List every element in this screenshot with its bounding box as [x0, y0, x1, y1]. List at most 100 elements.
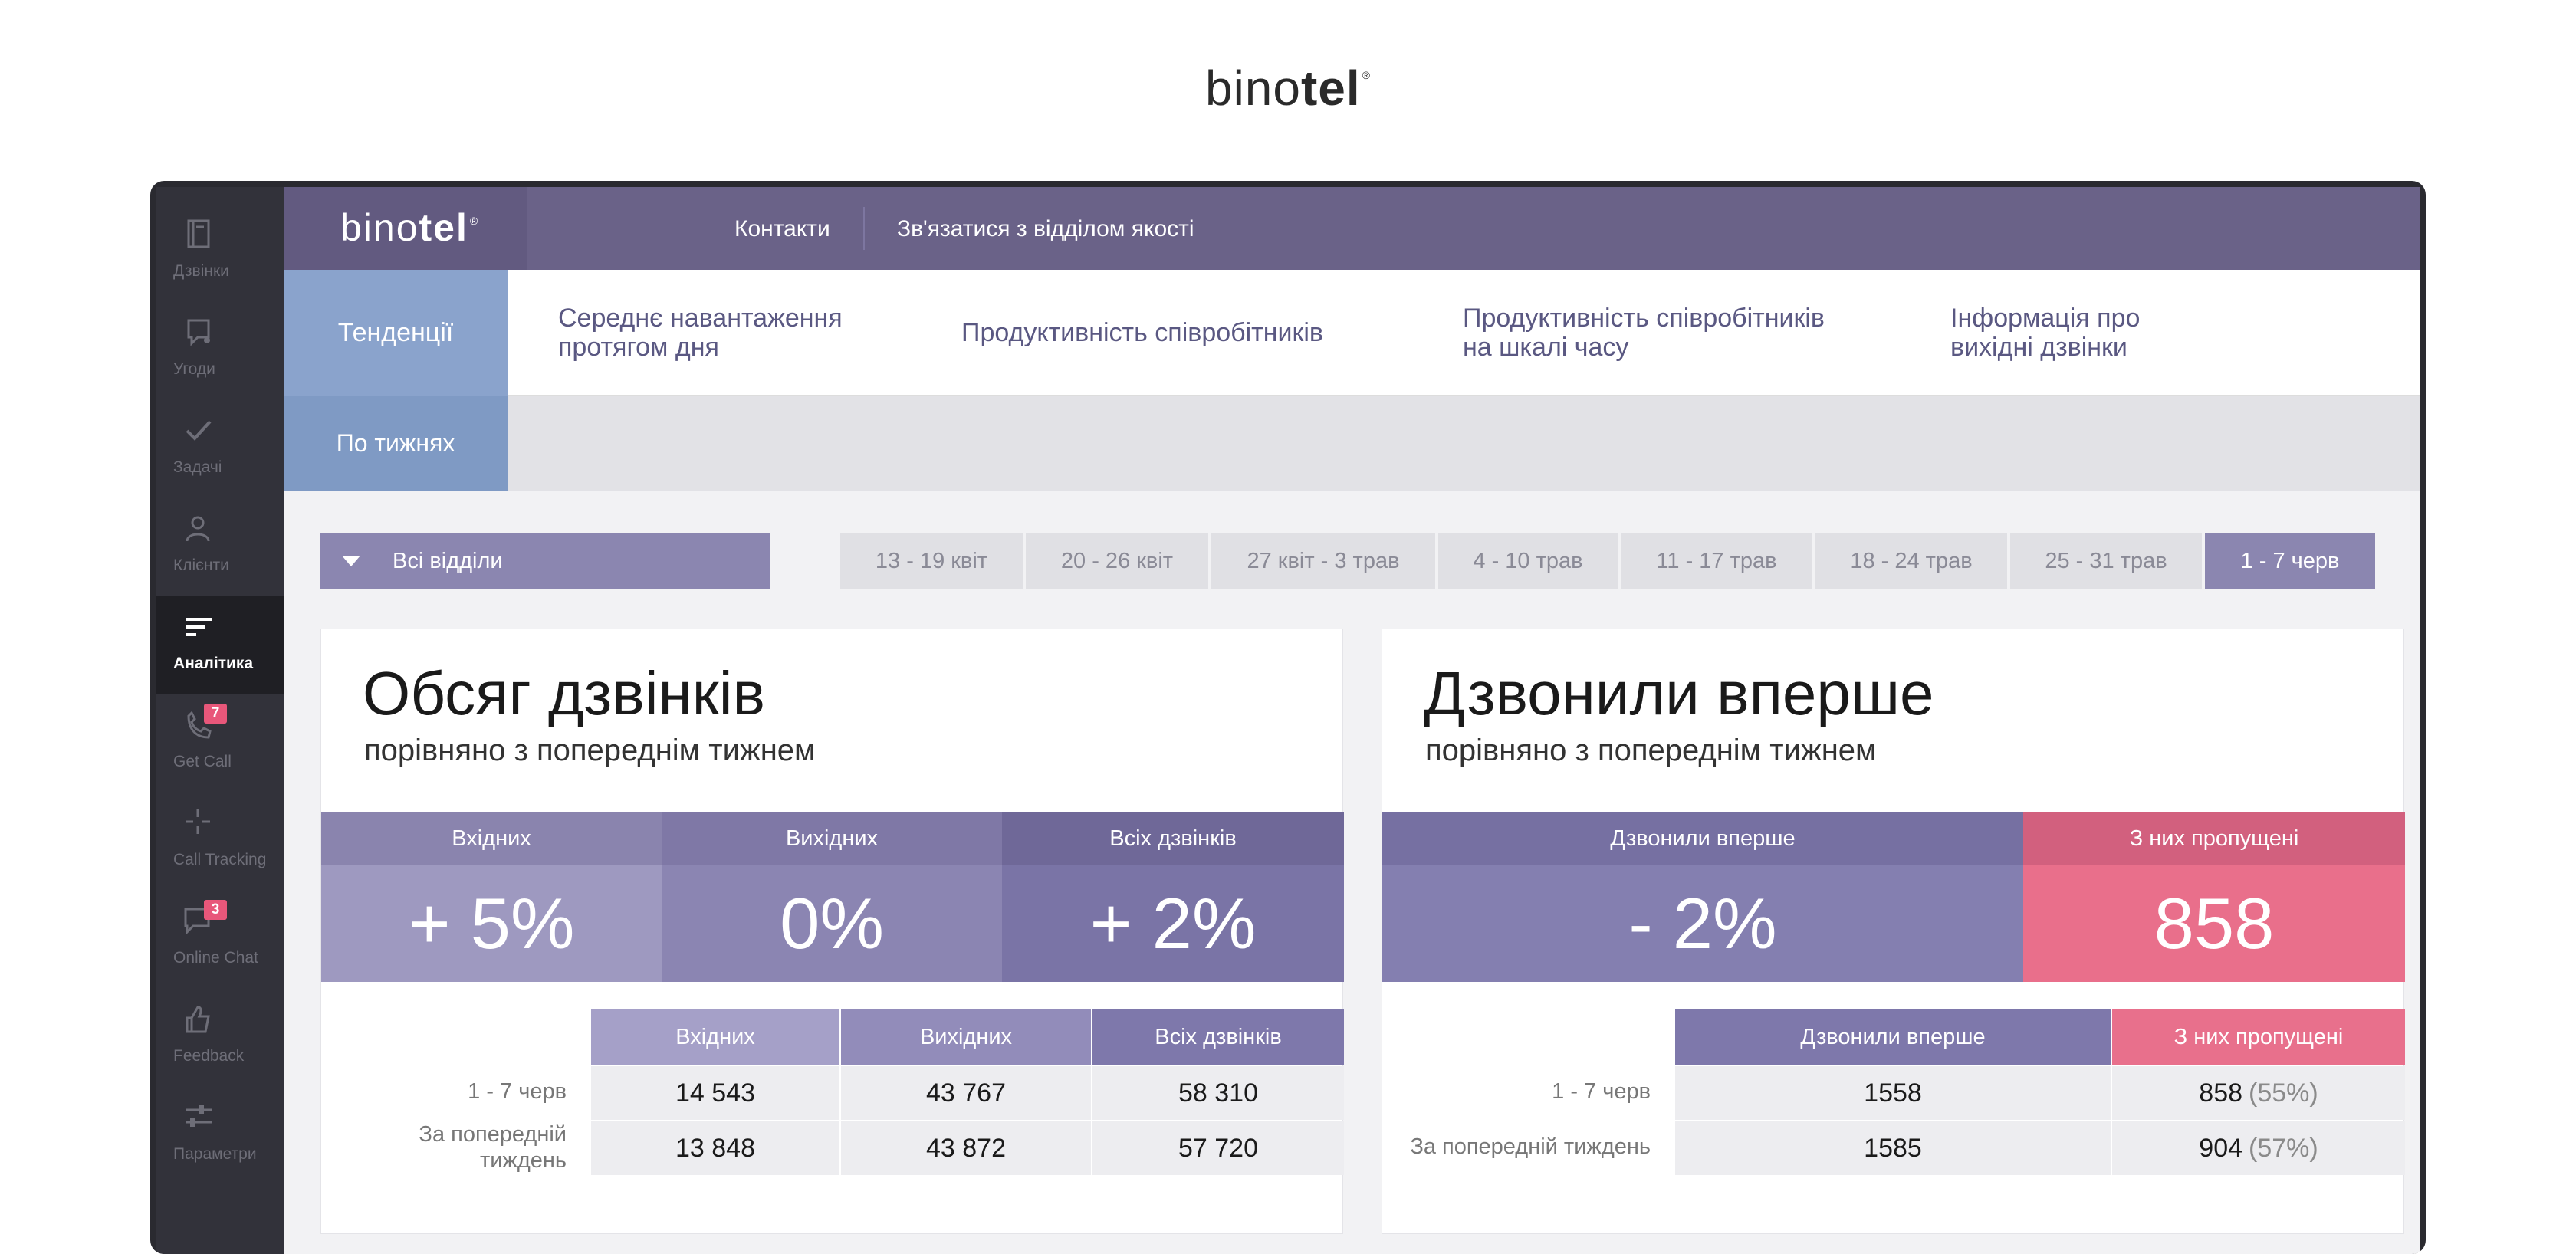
table-cell: 43 767	[841, 1066, 1091, 1120]
table-cell: 1585	[1675, 1121, 2111, 1175]
week-option[interactable]: 13 - 19 квіт	[840, 533, 1023, 589]
header-logo-regular: bino	[340, 206, 419, 249]
table-cell: 1558	[1675, 1066, 2111, 1120]
brand-logo: binotel ®	[0, 60, 2576, 117]
kpi-value: - 2%	[1382, 865, 2023, 982]
card-subtitle: порівняно з попереднім тижнем	[1425, 734, 1877, 767]
week-selector: 13 - 19 квіт 20 - 26 квіт 27 квіт - 3 тр…	[840, 533, 2375, 589]
tab-outgoing-info[interactable]: Інформація про вихідні дзвінки	[1950, 270, 2272, 396]
kpi-row: Вхідних + 5% Вихідних 0% Всіх дзвінків +…	[321, 812, 1344, 982]
sidebar-item-get-call[interactable]: 7 Get Call	[156, 694, 284, 793]
app-main: binotel ® Контакти Зв'язатися з відділом …	[284, 187, 2420, 1254]
analytics-tabs: Тенденції Середнє навантаження протягом д…	[284, 270, 2420, 396]
row-label: 1 - 7 черв	[468, 1079, 567, 1104]
table-header: Дзвонили вперше	[1675, 1009, 2111, 1065]
row-label: За попередній тиждень	[1410, 1134, 1651, 1159]
sidebar-item-online-chat[interactable]: 3 Online Chat	[156, 891, 284, 989]
crosshair-icon	[182, 806, 216, 840]
sidebar-item-label: Клієнти	[173, 556, 229, 574]
table-cell-value: 904	[2199, 1133, 2243, 1163]
subtab-by-weeks[interactable]: По тижнях	[284, 396, 508, 491]
user-icon	[182, 512, 216, 546]
header-logo-bold: tel	[419, 206, 468, 249]
tab-label-line1: Інформація про	[1950, 304, 2141, 333]
table-cell: 13 848	[591, 1121, 840, 1175]
kpi-value: + 2%	[1002, 865, 1344, 982]
department-select-value: Всі відділи	[393, 548, 503, 573]
tab-productivity-timeline[interactable]: Продуктивність співробітників на шкалі ча…	[1463, 270, 1892, 396]
sidebar-item-call-tracking[interactable]: Call Tracking	[156, 793, 284, 891]
kpi-value: 858	[2023, 865, 2405, 982]
tab-employee-productivity[interactable]: Продуктивність співробітників	[961, 270, 1391, 396]
week-option[interactable]: 11 - 17 трав	[1621, 533, 1812, 589]
kpi-label: З них пропущені	[2023, 812, 2405, 865]
table-cell: 14 543	[591, 1066, 840, 1120]
sidebar-item-analytics[interactable]: Аналітика	[156, 596, 284, 694]
first-callers-card: Дзвонили вперше порівняно з попереднім т…	[1382, 629, 2405, 1234]
table-cell: 858 (55%)	[2112, 1066, 2405, 1120]
table-header: З них пропущені	[2112, 1009, 2405, 1065]
brand-logo-bold: tel	[1300, 61, 1361, 116]
contacts-link[interactable]: Контакти	[734, 216, 830, 241]
sidebar-item-feedback[interactable]: Feedback	[156, 989, 284, 1087]
sidebar-item-label: Угоди	[173, 360, 215, 378]
kpi-all-calls: Всіх дзвінків + 2%	[1002, 812, 1344, 982]
week-option[interactable]: 25 - 31 трав	[2010, 533, 2202, 589]
week-option[interactable]: 20 - 26 квіт	[1026, 533, 1208, 589]
table-cell: 904 (57%)	[2112, 1121, 2405, 1175]
header-divider	[863, 207, 865, 250]
online-chat-badge: 3	[204, 900, 227, 920]
week-option[interactable]: 4 - 10 трав	[1438, 533, 1618, 589]
kpi-first-callers: Дзвонили вперше - 2%	[1382, 812, 2023, 982]
brand-logo-regular: bino	[1204, 61, 1301, 116]
sidebar-item-calls[interactable]: Дзвінки	[156, 204, 284, 302]
tab-label: Продуктивність співробітників на шкалі ча…	[1463, 304, 1825, 362]
kpi-outgoing: Вихідних 0%	[662, 812, 1002, 982]
department-select[interactable]: Всі відділи	[320, 533, 770, 589]
table-cell: 57 720	[1092, 1121, 1344, 1175]
tab-label-line2: протягом дня	[558, 333, 719, 362]
chevron-down-icon	[342, 556, 360, 566]
sub-tabs: По тижнях	[284, 396, 2420, 491]
tab-label: Тенденції	[337, 318, 454, 347]
sidebar-item-tasks[interactable]: Задачі	[156, 400, 284, 498]
sidebar-item-label: Get Call	[173, 753, 232, 770]
get-call-badge: 7	[204, 704, 227, 724]
table-header: Вхідних	[591, 1009, 840, 1065]
tab-label: Середнє навантаження протягом дня	[558, 304, 843, 362]
table-cell-percent: (57%)	[2249, 1133, 2318, 1163]
row-label: 1 - 7 черв	[1552, 1079, 1651, 1104]
tab-trends[interactable]: Тенденції	[284, 270, 508, 396]
tab-label: Інформація про вихідні дзвінки	[1950, 304, 2140, 362]
sidebar-item-label: Задачі	[173, 458, 222, 476]
sidebar-item-clients[interactable]: Клієнти	[156, 498, 284, 596]
table-cell-value: 858	[2199, 1078, 2243, 1108]
left-sidebar: Дзвінки Угоди Задачі Клієнти Аналітика	[156, 187, 284, 1254]
week-option[interactable]: 18 - 24 трав	[1815, 533, 2007, 589]
kpi-value: + 5%	[321, 865, 662, 982]
week-option[interactable]: 27 квіт - 3 трав	[1211, 533, 1435, 589]
sidebar-item-deals[interactable]: Угоди	[156, 302, 284, 400]
table-header: Вихідних	[841, 1009, 1091, 1065]
table-header: Всіх дзвінків	[1092, 1009, 1344, 1065]
kpi-value: 0%	[662, 865, 1002, 982]
notebook-icon	[182, 218, 216, 251]
card-title: Дзвонили вперше	[1424, 659, 1934, 727]
table-cell-percent: (55%)	[2249, 1078, 2318, 1108]
card-subtitle: порівняно з попереднім тижнем	[364, 734, 816, 767]
kpi-label: Всіх дзвінків	[1002, 812, 1344, 865]
kpi-incoming: Вхідних + 5%	[321, 812, 662, 982]
sidebar-item-settings[interactable]: Параметри	[156, 1087, 284, 1185]
header-logo-mark: ®	[469, 215, 480, 227]
table-cell: 58 310	[1092, 1066, 1344, 1120]
header-logo[interactable]: binotel ®	[340, 205, 479, 250]
device-frame: Дзвінки Угоди Задачі Клієнти Аналітика	[150, 181, 2426, 1254]
quality-dept-link[interactable]: Зв'язатися з відділом якості	[897, 216, 1194, 241]
kpi-label: Вихідних	[662, 812, 1002, 865]
sidebar-item-label: Call Tracking	[173, 851, 267, 868]
tab-avg-load[interactable]: Середнє навантаження протягом дня	[558, 270, 911, 396]
kpi-label: Дзвонили вперше	[1382, 812, 2023, 865]
tab-label: Продуктивність співробітників	[961, 318, 1323, 347]
week-option-active[interactable]: 1 - 7 черв	[2205, 533, 2375, 589]
brand-logo-mark: ®	[1362, 69, 1371, 81]
